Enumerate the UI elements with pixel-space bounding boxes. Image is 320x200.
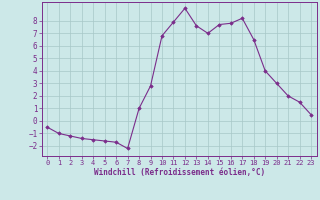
X-axis label: Windchill (Refroidissement éolien,°C): Windchill (Refroidissement éolien,°C) xyxy=(94,168,265,177)
